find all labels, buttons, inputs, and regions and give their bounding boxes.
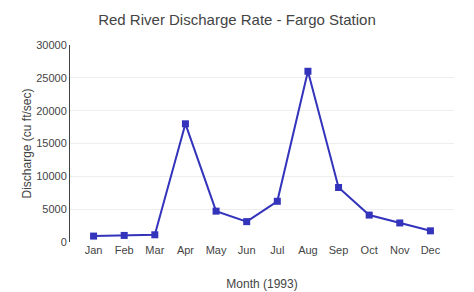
svg-text:0: 0 xyxy=(61,236,67,248)
svg-text:Jul: Jul xyxy=(270,244,284,256)
svg-text:Feb: Feb xyxy=(115,244,134,256)
svg-text:Oct: Oct xyxy=(361,244,378,256)
svg-text:15000: 15000 xyxy=(36,137,67,149)
svg-text:Month (1993): Month (1993) xyxy=(226,277,297,291)
svg-text:May: May xyxy=(206,244,227,256)
svg-text:Jan: Jan xyxy=(85,244,103,256)
svg-text:Nov: Nov xyxy=(390,244,410,256)
svg-text:Red River Discharge Rate - Far: Red River Discharge Rate - Fargo Station xyxy=(98,11,376,28)
svg-text:Jun: Jun xyxy=(238,244,256,256)
svg-text:Dec: Dec xyxy=(421,244,441,256)
svg-text:25000: 25000 xyxy=(36,72,67,84)
svg-text:5000: 5000 xyxy=(42,203,66,215)
svg-text:Mar: Mar xyxy=(145,244,164,256)
svg-text:10000: 10000 xyxy=(36,170,67,182)
svg-text:20000: 20000 xyxy=(36,105,67,117)
svg-text:Aug: Aug xyxy=(298,244,318,256)
svg-text:Apr: Apr xyxy=(177,244,194,256)
svg-text:30000: 30000 xyxy=(36,39,67,51)
svg-text:Sep: Sep xyxy=(329,244,349,256)
svg-text:Discharge (cu ft/sec): Discharge (cu ft/sec) xyxy=(20,88,34,198)
